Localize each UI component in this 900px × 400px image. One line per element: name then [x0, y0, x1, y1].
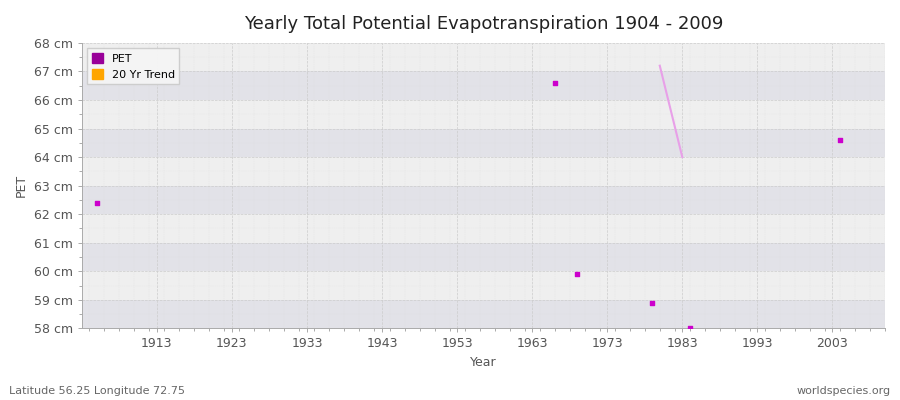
Bar [82, 243, 885, 271]
Bar [82, 43, 885, 72]
Point [570, 271, 584, 277]
Bar [82, 300, 885, 328]
Point [89, 200, 104, 206]
Y-axis label: PET: PET [15, 174, 28, 197]
Bar [82, 186, 885, 214]
Bar [82, 271, 885, 300]
Text: worldspecies.org: worldspecies.org [796, 386, 891, 396]
Point [645, 300, 660, 306]
Legend: PET, 20 Yr Trend: PET, 20 Yr Trend [87, 48, 179, 84]
Bar [82, 214, 885, 243]
Point [832, 137, 847, 143]
Bar [82, 128, 885, 157]
X-axis label: Year: Year [470, 356, 497, 369]
Point [682, 325, 697, 332]
Bar [82, 100, 885, 128]
Point [547, 80, 562, 86]
Text: Latitude 56.25 Longitude 72.75: Latitude 56.25 Longitude 72.75 [9, 386, 185, 396]
Bar [82, 72, 885, 100]
Bar [82, 157, 885, 186]
Title: Yearly Total Potential Evapotranspiration 1904 - 2009: Yearly Total Potential Evapotranspiratio… [244, 15, 723, 33]
